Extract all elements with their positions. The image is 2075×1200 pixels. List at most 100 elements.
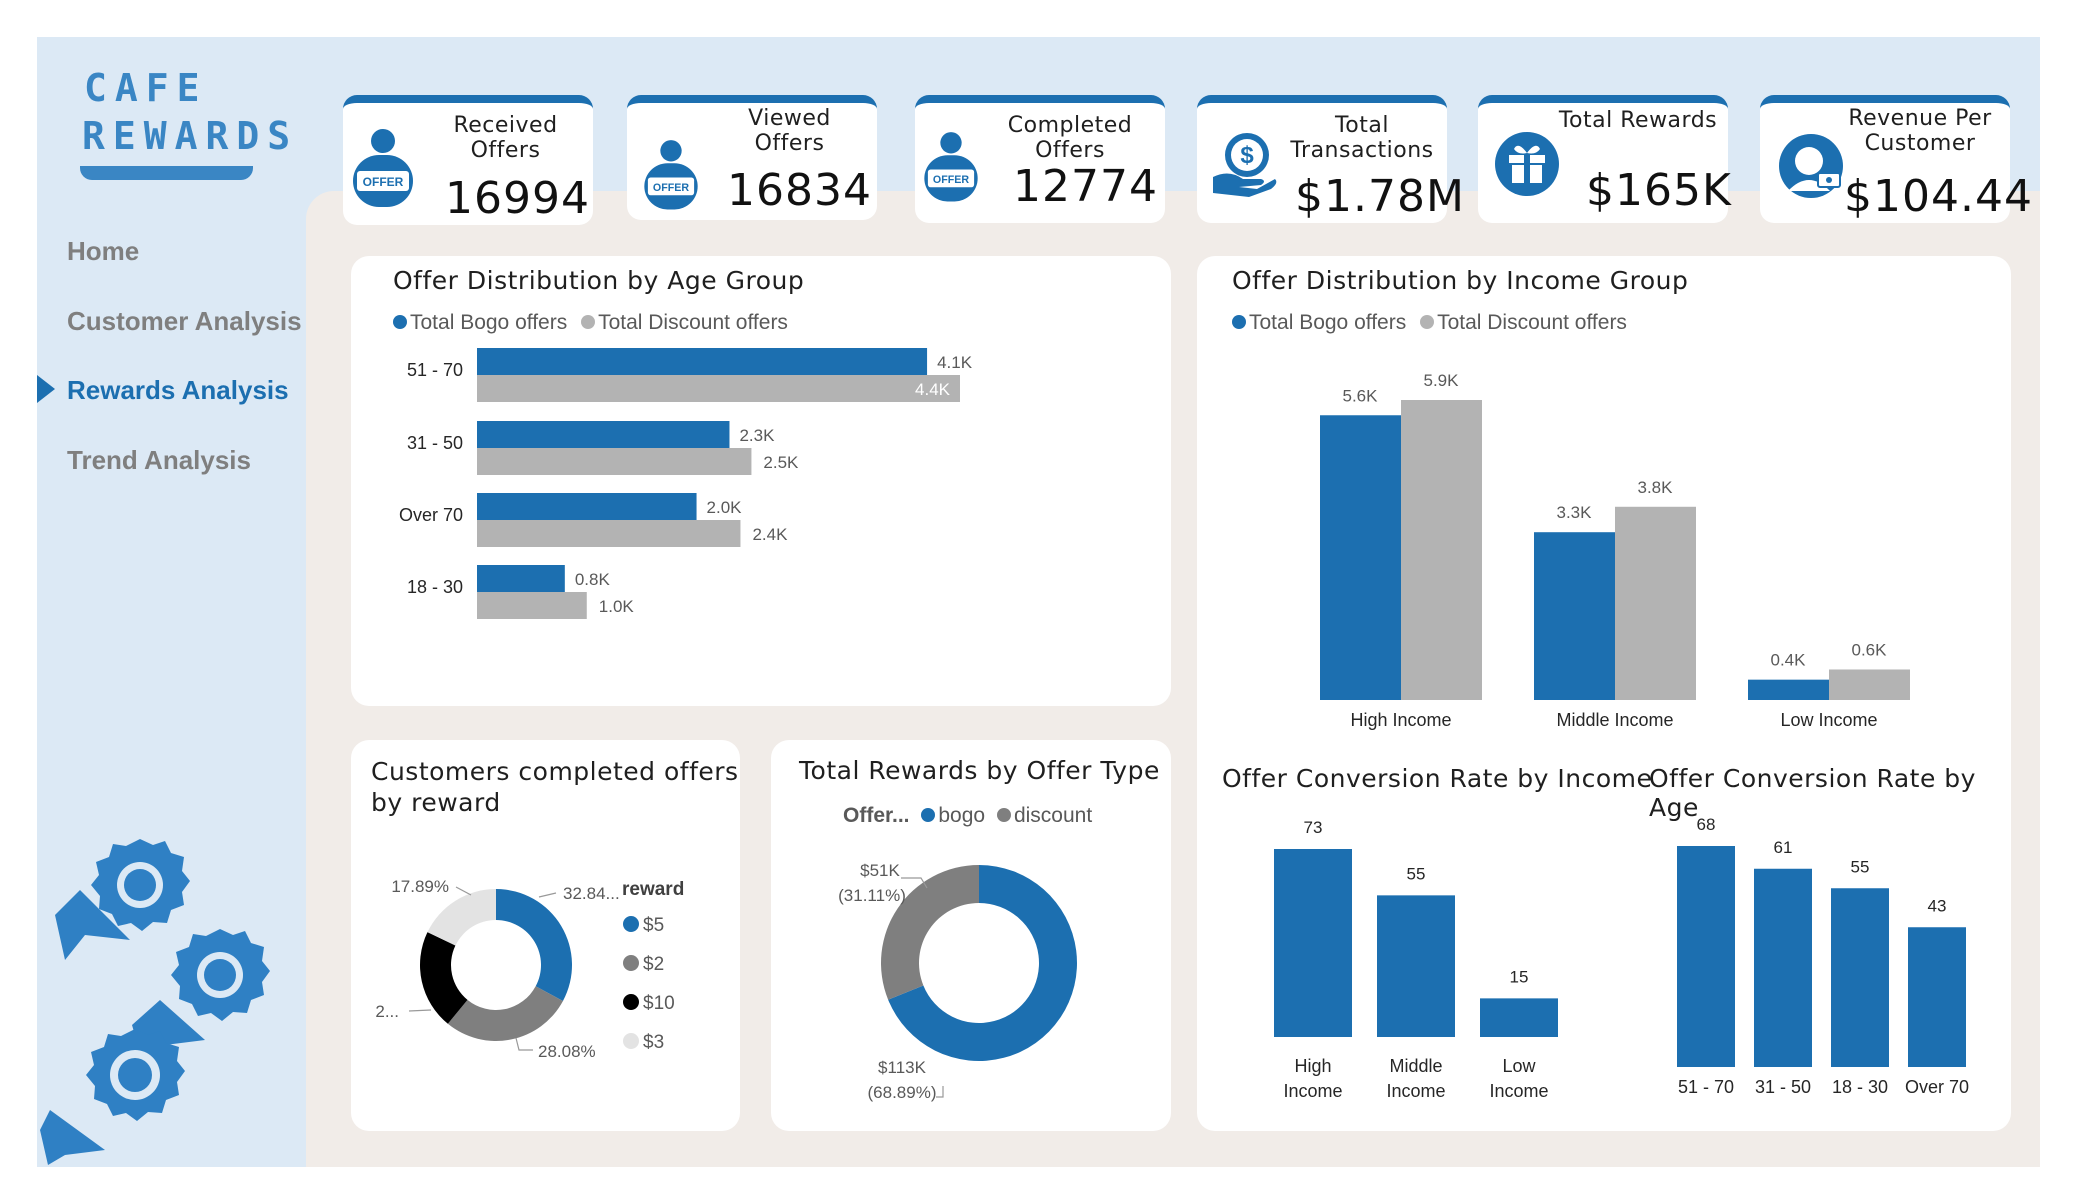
conversion-data-label: 43	[1928, 896, 1947, 915]
dollar-hand-icon: $	[1209, 129, 1279, 203]
conversion-bar	[1480, 998, 1558, 1037]
reward-leader-line	[455, 886, 472, 896]
conversion-data-label: 73	[1304, 818, 1323, 837]
reward-donut-slice	[447, 986, 563, 1041]
age-category-label: 51 - 70	[407, 360, 463, 380]
badge-3	[40, 1029, 185, 1165]
offer-robot-icon: OFFER	[349, 121, 417, 215]
conversion-category-label: Income	[1386, 1081, 1445, 1101]
award-badges-illustration	[40, 839, 270, 1165]
conversion-category-label: Income	[1283, 1081, 1342, 1101]
brand-underline	[80, 166, 253, 180]
offer-type-donut-slice	[881, 865, 979, 1000]
kpi-label-line-1: Total Rewards	[1558, 108, 1718, 133]
conversion-data-label: 55	[1407, 864, 1426, 883]
conversion-bar	[1754, 868, 1812, 1067]
kpi-label-line-1: Viewed	[748, 106, 831, 131]
offer-type-leader-line	[936, 1086, 944, 1098]
reward-slice-label: 32.84...	[563, 884, 620, 903]
reward-donut-slice	[496, 889, 572, 1001]
bogo-data-label: 0.8K	[575, 570, 611, 589]
legend-discount-label: Total Discount offers	[598, 311, 788, 334]
legend-bogo-dot	[393, 314, 407, 329]
kpi-value: $165K	[1586, 165, 1732, 216]
offer-type-legend: Offer... bogo discount	[843, 804, 1092, 828]
income-bar-chart: 5.6K 5.9K High Income 3.3K 3.8K Middle Income…	[1320, 371, 1910, 730]
kpi-label-line-1: Revenue Per	[1848, 106, 1992, 131]
conversion-bar	[1377, 895, 1455, 1037]
brand-logo: CAFE REWARDS	[80, 66, 305, 186]
customer-icon	[1778, 133, 1844, 203]
discount-bar	[477, 448, 752, 475]
kpi-label: Viewed Offers	[707, 106, 872, 156]
income-chart-title: Offer Distribution by Income Group	[1232, 266, 1689, 295]
discount-bar	[477, 520, 741, 547]
discount-bar	[477, 375, 960, 402]
conversion-category-label: Income	[1489, 1081, 1548, 1101]
kpi-received-offers: Received Offers OFFER 16994	[343, 95, 593, 225]
kpi-label-line-1: Received	[453, 113, 558, 138]
reward-donut-chart: 32.84... 28.08% 2... 17.89% reward $5 $2 $10 $3	[375, 877, 684, 1061]
offer-type-slice-percent: (31.11%)	[838, 886, 906, 905]
conversion-category-label: Over 70	[1905, 1077, 1969, 1097]
income-category-label: High Income	[1350, 710, 1451, 730]
discount-bar	[1615, 506, 1696, 700]
bogo-data-label: 5.6K	[1343, 386, 1379, 405]
nav-rewards-analysis[interactable]: Rewards Analysis	[67, 375, 289, 405]
nav-home[interactable]: Home	[67, 236, 140, 266]
conversion-bar	[1677, 846, 1735, 1067]
conversion-category-label: Low	[1502, 1056, 1536, 1076]
bogo-bar	[1748, 679, 1829, 700]
income-category-label: Middle Income	[1556, 710, 1673, 730]
conversion-bar	[1831, 888, 1889, 1067]
brand-line-2: REWARDS	[82, 114, 299, 158]
reward-donut-title: Customers completed offers by reward	[371, 756, 739, 818]
conv-income-bar-chart: 73 High Income 55 Middle Income 15 Low Income	[1274, 818, 1558, 1101]
discount-data-label: 2.5K	[763, 453, 799, 472]
kpi-label-line-2: Customer	[1864, 131, 1976, 156]
discount-data-label: 3.8K	[1638, 478, 1674, 497]
kpi-label: Total Transactions	[1282, 113, 1442, 163]
svg-text:OFFER: OFFER	[653, 182, 689, 194]
bogo-bar	[477, 565, 565, 592]
reward-leader-line	[515, 1037, 533, 1051]
offer-type-leader-line	[901, 877, 928, 889]
reward-donut-title-line-1: Customers completed offers	[371, 757, 739, 786]
offer-robot-icon: OFFER	[637, 133, 705, 217]
reward-donut-card: Customers completed offers by reward 32.8…	[351, 740, 740, 1131]
reward-legend-dot	[623, 994, 639, 1010]
reward-slice-label: 2...	[375, 1002, 399, 1021]
kpi-completed-offers: Completed Offers OFFER 12774	[915, 95, 1165, 223]
nav-customer-analysis[interactable]: Customer Analysis	[67, 306, 302, 336]
reward-legend-label: $10	[643, 993, 675, 1014]
discount-bar	[477, 592, 587, 619]
kpi-value: 12774	[1013, 161, 1158, 212]
gift-icon	[1494, 131, 1560, 201]
age-category-label: Over 70	[399, 505, 463, 525]
conv-age-bar-chart: 68 51 - 70 61 31 - 50 55 18 - 30 43 Over 70	[1677, 815, 1969, 1097]
income-chart-legend: Total Bogo offers Total Discount offers	[1232, 311, 1627, 335]
svg-text:OFFER: OFFER	[363, 175, 404, 189]
reward-legend-dot	[623, 916, 639, 932]
bogo-bar	[1320, 415, 1401, 700]
legend-discount-label: discount	[1013, 804, 1093, 827]
kpi-revenue-per-customer: Revenue Per Customer $104.44	[1760, 95, 2032, 223]
discount-bar	[1829, 669, 1910, 700]
offer-type-slice-percent: (68.89%)	[868, 1083, 937, 1102]
age-chart-title: Offer Distribution by Age Group	[393, 266, 805, 295]
nav-trend-analysis[interactable]: Trend Analysis	[67, 445, 251, 475]
discount-data-label: 4.4K	[915, 380, 951, 399]
conversion-bar	[1274, 849, 1352, 1037]
offer-type-slice-value: $51K	[860, 861, 900, 880]
conversion-data-label: 61	[1774, 838, 1793, 857]
conversion-data-label: 15	[1510, 967, 1529, 986]
kpi-total-rewards: Total Rewards $165K	[1478, 95, 1731, 223]
bogo-data-label: 4.1K	[937, 353, 973, 372]
offer-type-donut-slice	[888, 865, 1077, 1061]
kpi-label: Received Offers	[423, 113, 588, 163]
kpi-label: Completed Offers	[975, 113, 1165, 163]
kpi-total-transactions: Total Transactions $ $1.78M	[1197, 95, 1464, 223]
bogo-data-label: 3.3K	[1557, 503, 1593, 522]
discount-data-label: 2.4K	[752, 525, 788, 544]
conv-age-title: Offer Conversion Rate by Age	[1649, 764, 1976, 822]
